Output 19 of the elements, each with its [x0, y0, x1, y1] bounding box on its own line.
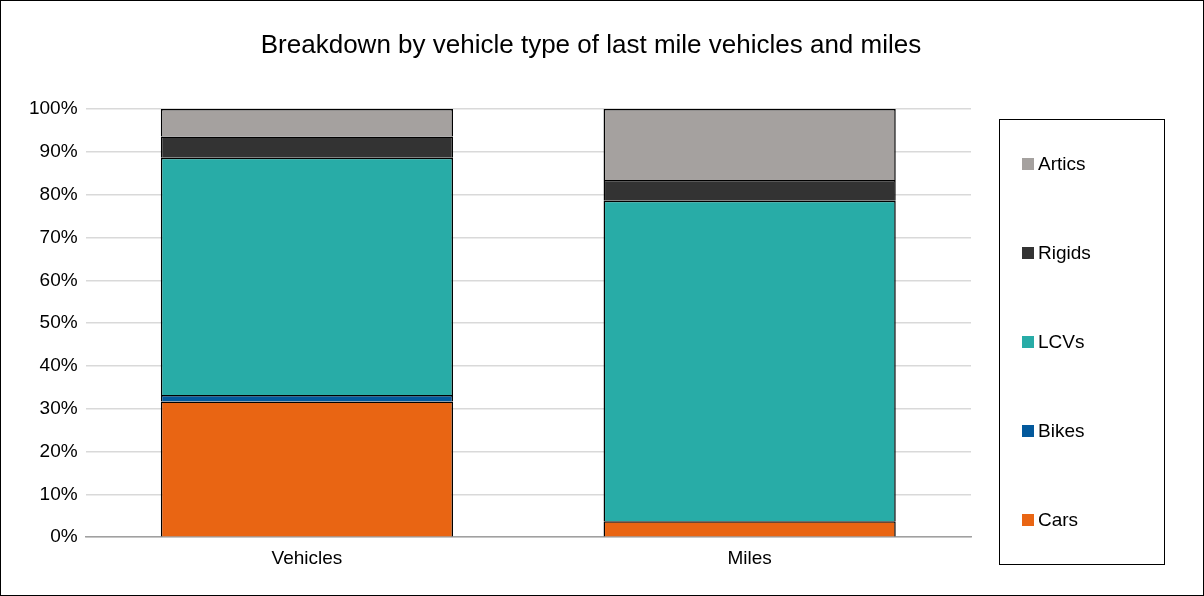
y-tick-label: 60% [39, 268, 78, 290]
legend-label: LCVs [1038, 330, 1085, 353]
x-tick-label: Miles [727, 546, 772, 568]
legend-label: Bikes [1038, 419, 1085, 442]
y-tick-label: 100% [28, 97, 78, 119]
legend-label: Cars [1038, 508, 1079, 531]
y-tick-label: 10% [39, 482, 78, 504]
y-tick-label: 80% [39, 182, 78, 204]
y-tick-label: 0% [50, 525, 78, 547]
y-tick-label: 40% [39, 354, 78, 376]
y-tick-label: 70% [39, 225, 78, 247]
y-tick-label: 90% [39, 140, 78, 162]
y-tick-label: 50% [39, 311, 78, 333]
chart-title: Breakdown by vehicle type of last mile vehicles and miles [259, 29, 923, 60]
legend-label: Rigids [1038, 242, 1091, 265]
x-tick-label: Vehicles [271, 546, 343, 568]
y-tick-label: 30% [39, 396, 78, 418]
legend-label: Artics [1038, 153, 1086, 176]
y-tick-label: 20% [39, 439, 78, 461]
